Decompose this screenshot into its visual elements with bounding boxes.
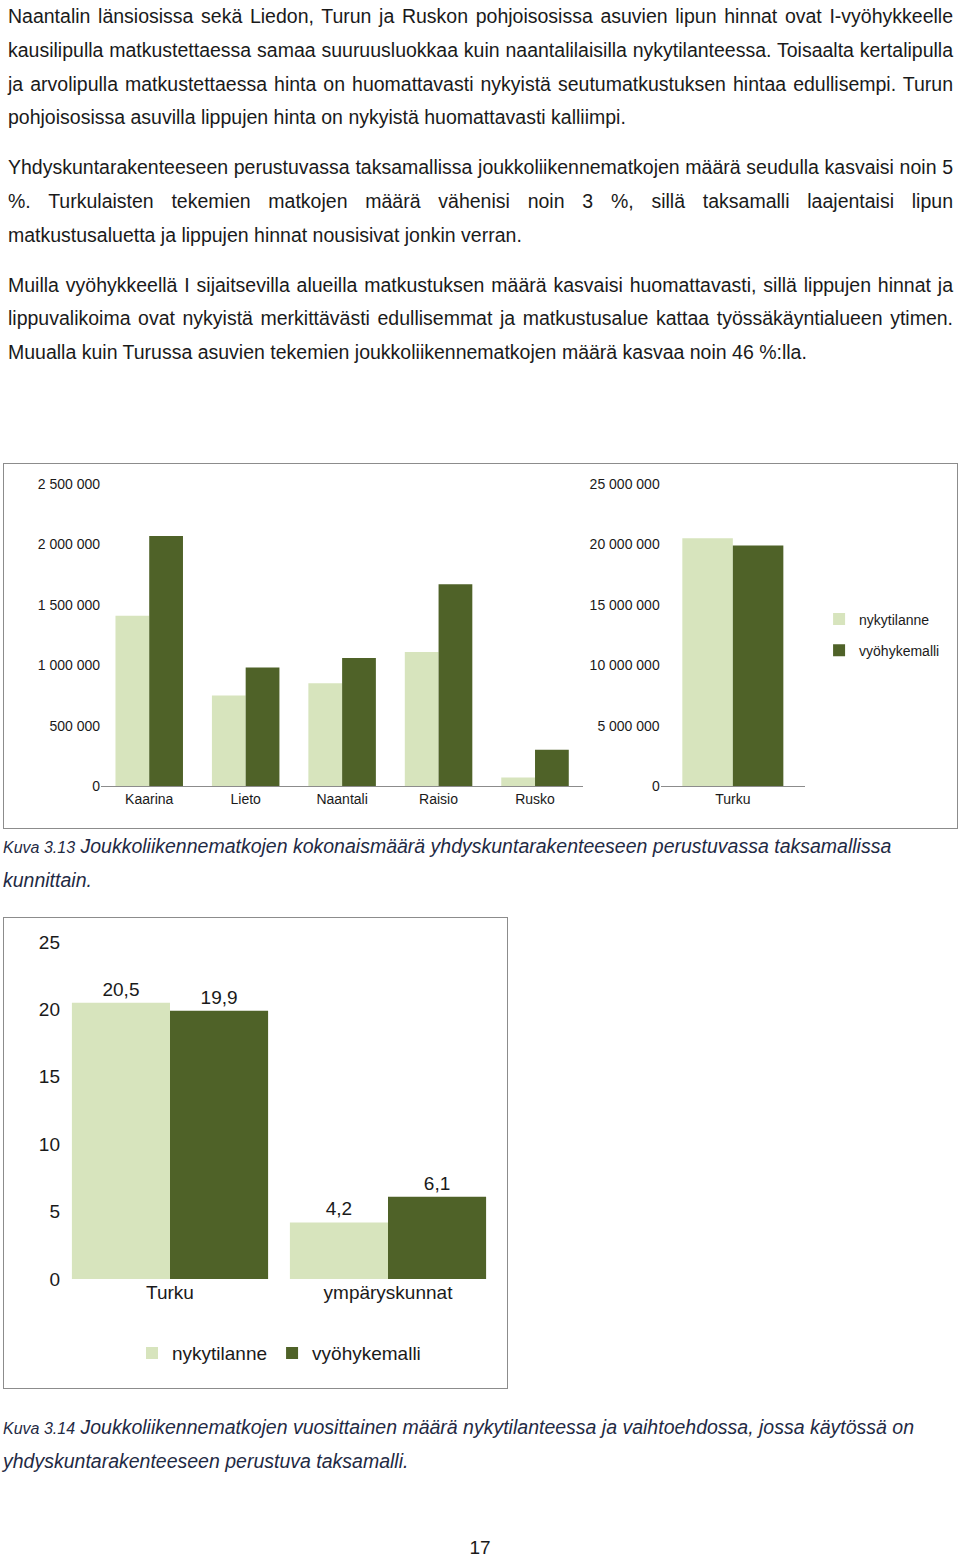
svg-text:Turku: Turku xyxy=(715,791,750,807)
html-text:17: 17 xyxy=(469,1537,491,1558)
svg-text:Raisio: Raisio xyxy=(419,791,458,807)
svg-text:20: 20 xyxy=(39,999,60,1020)
svg-text:nykytilanne: nykytilanne xyxy=(172,1343,267,1364)
svg-text:0: 0 xyxy=(92,778,100,794)
html-text:Kuva 3.13Joukkoliikennematkoje: Kuva 3.13Joukkoliikennematkojen kokonais… xyxy=(3,835,892,891)
svg-text:2 000 000: 2 000 000 xyxy=(38,536,100,552)
svg-text:25 000 000: 25 000 000 xyxy=(590,476,660,492)
svg-text:Naantali: Naantali xyxy=(316,791,367,807)
svg-text:vyöhykemalli: vyöhykemalli xyxy=(859,643,939,659)
svg-text:nykytilanne: nykytilanne xyxy=(859,612,929,628)
html-text:Naantalin länsiosissa sekä Lie: Naantalin länsiosissa sekä Liedon, Turun… xyxy=(8,5,953,129)
svg-text:5: 5 xyxy=(49,1201,60,1222)
svg-text:19,9: 19,9 xyxy=(201,987,238,1008)
svg-text:10: 10 xyxy=(39,1134,60,1155)
svg-text:4,2: 4,2 xyxy=(326,1198,352,1219)
svg-text:10 000 000: 10 000 000 xyxy=(590,657,660,673)
svg-text:5 000 000: 5 000 000 xyxy=(597,718,659,734)
svg-text:1 000 000: 1 000 000 xyxy=(38,657,100,673)
svg-text:Kaarina: Kaarina xyxy=(125,791,173,807)
svg-text:25: 25 xyxy=(39,932,60,953)
svg-text:1 500 000: 1 500 000 xyxy=(38,597,100,613)
svg-text:0: 0 xyxy=(652,778,660,794)
svg-text:15 000 000: 15 000 000 xyxy=(590,597,660,613)
svg-text:15: 15 xyxy=(39,1066,60,1087)
svg-text:Turku: Turku xyxy=(146,1282,194,1303)
svg-text:ympäryskunnat: ympäryskunnat xyxy=(324,1282,454,1303)
svg-text:vyöhykemalli: vyöhykemalli xyxy=(312,1343,421,1364)
svg-text:2 500 000: 2 500 000 xyxy=(38,476,100,492)
svg-text:0: 0 xyxy=(49,1269,60,1290)
svg-text:500 000: 500 000 xyxy=(49,718,100,734)
html-text:Yhdyskuntarakenteeseen perustu: Yhdyskuntarakenteeseen perustuvassa taks… xyxy=(8,156,953,246)
svg-text:6,1: 6,1 xyxy=(424,1173,450,1194)
svg-text:20 000 000: 20 000 000 xyxy=(590,536,660,552)
svg-text:Rusko: Rusko xyxy=(515,791,555,807)
html-text:Kuva 3.14Joukkoliikennematkoje: Kuva 3.14Joukkoliikennematkojen vuositta… xyxy=(3,1416,914,1472)
svg-text:Lieto: Lieto xyxy=(230,791,261,807)
svg-text:20,5: 20,5 xyxy=(102,979,139,1000)
html-text:Muilla vyöhykkeellä I sijaitse: Muilla vyöhykkeellä I sijaitsevilla alue… xyxy=(8,273,953,364)
